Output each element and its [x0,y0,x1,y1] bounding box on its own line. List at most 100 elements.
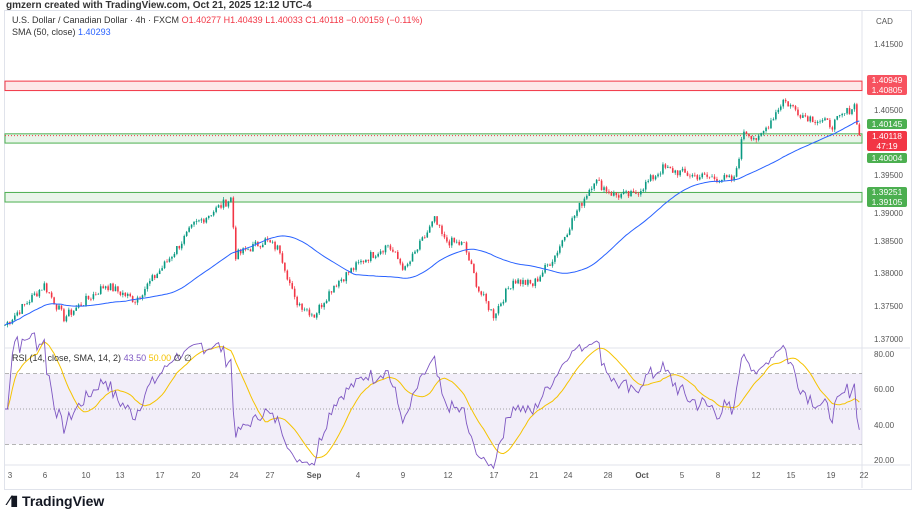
candle-up [411,253,414,262]
candle-down [166,261,168,263]
candle-up [377,253,379,257]
sma-label: SMA (50, close) [12,27,76,37]
candle-up [566,234,568,238]
candle-up [41,289,43,291]
candle-up [406,264,409,267]
resistance-bottom: 1.40805 [871,85,903,95]
change-value: −0.00159 (−0.11%) [346,15,423,25]
candle-down [134,302,136,303]
candle-up [431,221,433,227]
candle-down [372,252,375,258]
candle-down [225,199,227,207]
candle-up [227,201,230,207]
candle-down [441,225,443,235]
rsi-extra: ∅ ∅ [173,353,192,363]
candle-up [647,180,650,182]
candle-up [65,316,68,322]
candle-up [563,237,566,241]
candle-down [112,283,114,292]
candle-up [276,245,279,250]
rsi-legend: RSI (14, close, SMA, 14, 2) 43.50 50.00 … [12,353,192,364]
candle-up [833,119,836,130]
candle-up [613,192,615,196]
candle-up [338,280,340,287]
candle-down [635,192,637,194]
candle-down [730,175,733,181]
candle-down [492,309,495,319]
candle-down [664,164,667,168]
candle-up [43,283,46,290]
candle-down [424,237,426,238]
candle-down [399,258,402,264]
candle-up [195,221,198,222]
candle-up [772,119,775,121]
candle-down [70,309,73,315]
candle-up [851,109,853,115]
candle-up [355,262,357,270]
candle-down [284,262,286,271]
candle-down [799,115,802,118]
candle-down [131,296,134,303]
candle-up [163,261,166,269]
tv-logo-icon: ⁄▮ [8,492,19,508]
candle-up [31,294,33,302]
attribution: gmzern created with TradingView.com, Oct… [6,0,312,11]
candle-up [640,191,642,195]
time-label: 19 [826,471,836,480]
candle-down [794,106,797,110]
candle-up [185,231,188,236]
candle-down [232,197,235,228]
candle-up [509,288,512,289]
candle-up [215,207,217,212]
candle-up [770,120,772,129]
candle-up [21,303,23,314]
candle-down [671,168,674,173]
candle-down [330,291,333,293]
candle-up [198,220,200,222]
rsi-tick: 40.00 [874,420,895,430]
candle-up [495,313,497,319]
candle-down [797,109,799,116]
candle-down [529,279,532,284]
candle-up [254,241,257,244]
candle-down [792,104,794,107]
candle-down [291,283,294,289]
rsi-label: RSI (14, close, SMA, 14, 2) [12,353,122,363]
candle-up [200,219,203,221]
candle-up [451,237,453,246]
candle-down [811,116,814,123]
candle-down [293,288,296,297]
candle-up [674,170,677,173]
candle-up [738,158,740,169]
sma-value: 1.40293 [78,27,111,37]
candle-up [819,121,821,123]
candle-up [752,138,755,140]
candle-up [853,104,856,110]
candle-down [436,216,438,225]
candle-up [721,179,723,182]
time-label: 12 [751,471,761,480]
candle-down [139,297,141,299]
candle-up [546,264,549,266]
candle-down [696,175,699,180]
candle-up [517,279,519,284]
candle-down [463,242,465,243]
candle-down [438,224,441,226]
candle-up [573,215,576,219]
candle-up [821,120,824,122]
candle-up [846,108,848,114]
candle-up [161,268,163,271]
candle-down [446,237,448,242]
candle-down [335,285,338,287]
candle-down [581,202,583,206]
resistance-tag: 1.40949 1.40805 [867,75,907,95]
candle-up [740,139,743,159]
candle-up [586,195,588,199]
time-label: 3 [7,471,13,480]
candle-down [706,174,708,177]
candle-down [703,173,706,175]
candle-up [578,202,581,211]
candle-down [87,295,90,299]
time-label: Sep [306,471,322,480]
